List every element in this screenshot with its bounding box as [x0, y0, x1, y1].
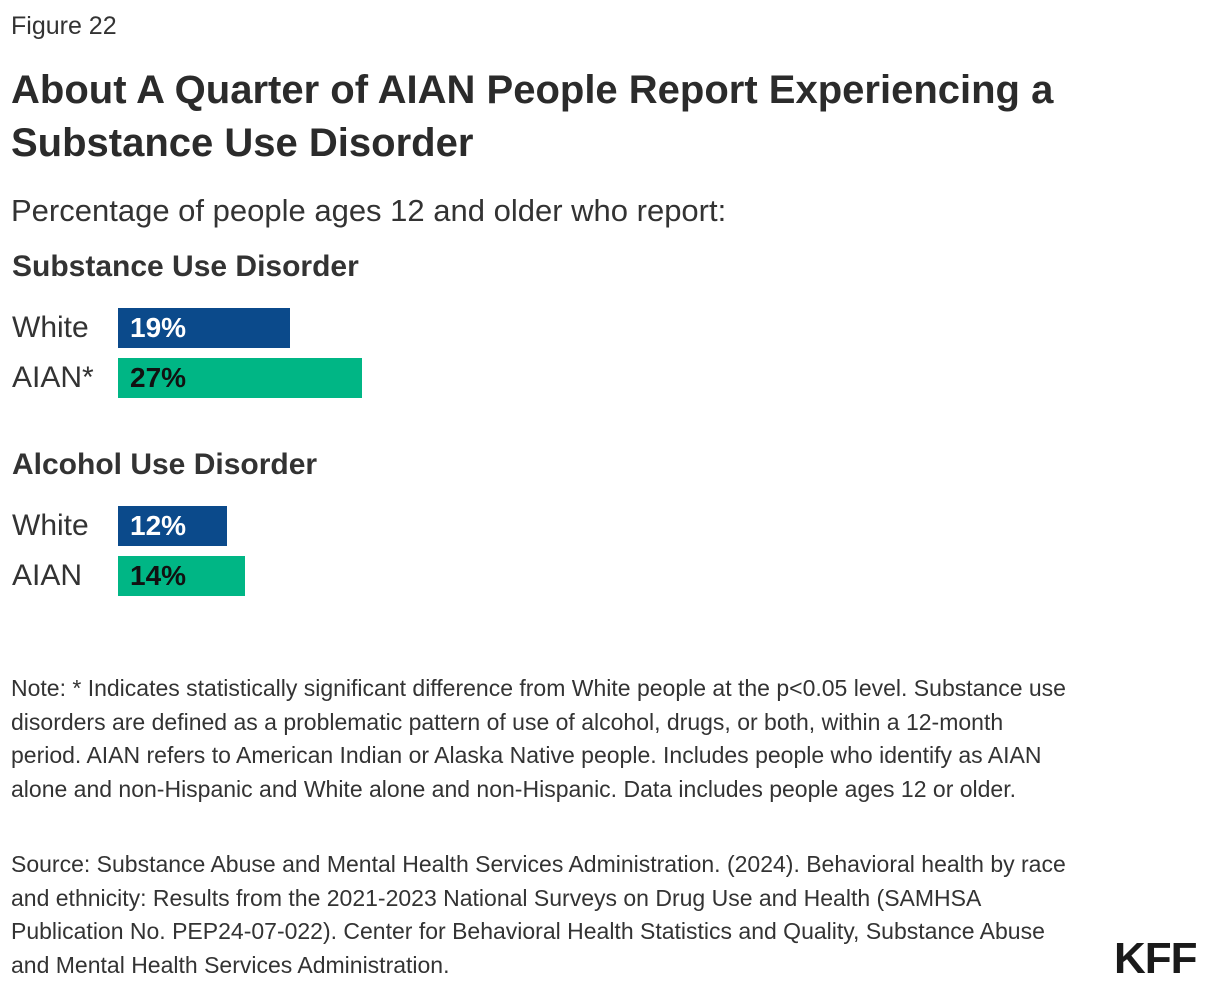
bar-row: White 19%: [0, 308, 1220, 348]
chart-panel: Alcohol Use Disorder White 12% AIAN 14%: [0, 448, 1220, 608]
bar-category-label: White: [12, 311, 89, 344]
bar-value-label: 14%: [130, 560, 187, 591]
bar-white: 19%: [118, 308, 290, 348]
bar-category-label: White: [12, 509, 89, 542]
bar-category-label: AIAN: [12, 559, 83, 592]
kff-logo: KFF: [1114, 934, 1198, 983]
chart-note: Note: * Indicates statistically signific…: [11, 675, 1066, 802]
bar-chart: Substance Use Disorder White 19% AIAN* 27% Al…: [0, 250, 1220, 630]
figure-label: Figure 22: [11, 12, 117, 40]
chart-panel: Substance Use Disorder White 19% AIAN* 27%: [0, 250, 1220, 410]
chart-source: Source: Substance Abuse and Mental Healt…: [11, 851, 1066, 978]
chart-title: About A Quarter of AIAN People Report Ex…: [11, 68, 1054, 165]
bar-value-label: 12%: [130, 510, 187, 541]
bar-aian: 27%: [118, 358, 362, 398]
bar-row: White 12%: [0, 506, 1220, 546]
bar-value-label: 19%: [130, 312, 187, 343]
panel-title: Alcohol Use Disorder: [12, 448, 318, 481]
bar-row: AIAN* 27%: [0, 358, 1220, 398]
bar-value-label: 27%: [130, 362, 187, 393]
bar-row: AIAN 14%: [0, 556, 1220, 596]
bar-white: 12%: [118, 506, 227, 546]
chart-subtitle: Percentage of people ages 12 and older w…: [11, 193, 727, 228]
panel-title: Substance Use Disorder: [12, 250, 359, 283]
bar-aian: 14%: [118, 556, 245, 596]
bar-category-label: AIAN*: [12, 361, 94, 394]
